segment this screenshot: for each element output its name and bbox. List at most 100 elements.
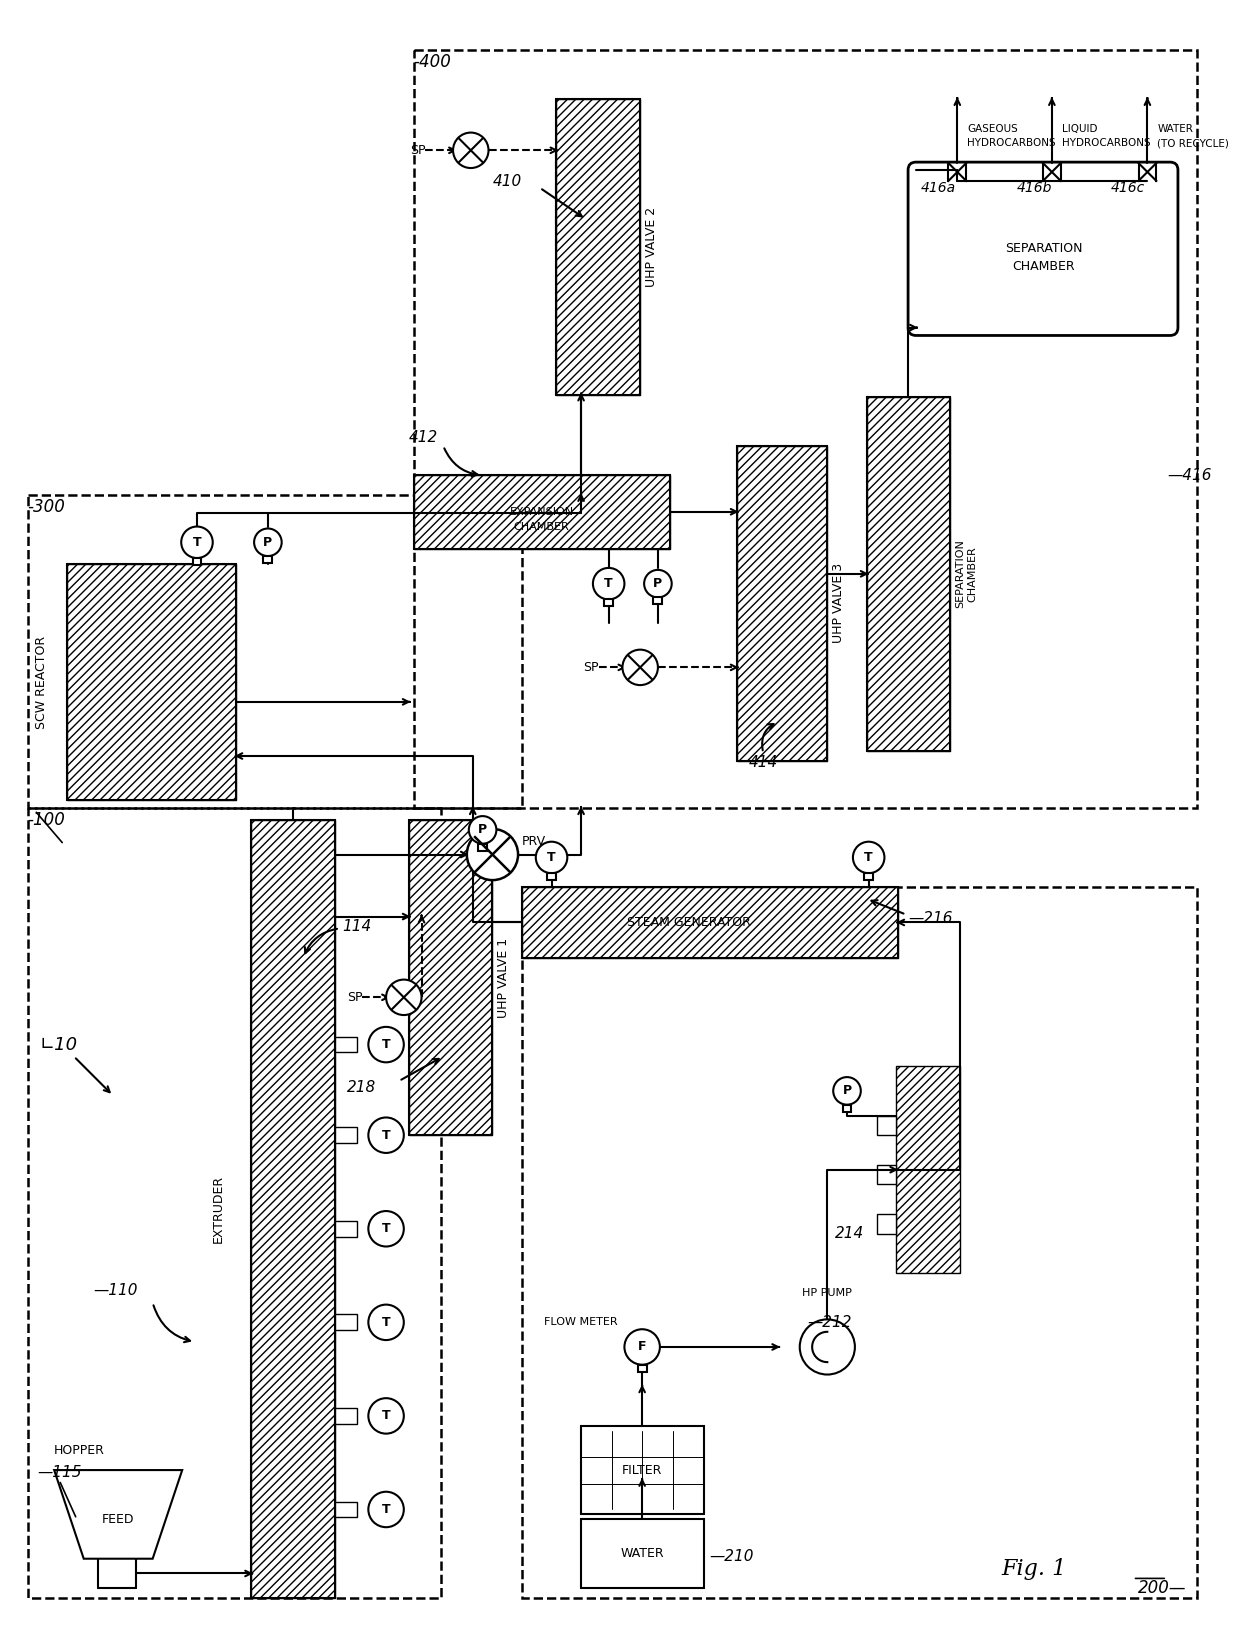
- Bar: [737, 446, 827, 762]
- Text: 416c: 416c: [1111, 181, 1146, 194]
- Bar: [864, 873, 873, 880]
- Bar: [897, 1066, 960, 1273]
- Text: T: T: [192, 536, 201, 549]
- Circle shape: [833, 1077, 861, 1105]
- Circle shape: [368, 1492, 404, 1527]
- Bar: [479, 844, 487, 850]
- Bar: [557, 99, 640, 395]
- Circle shape: [181, 526, 213, 558]
- Circle shape: [622, 650, 658, 684]
- Text: SCW REACTOR: SCW REACTOR: [35, 635, 48, 729]
- Bar: [737, 446, 827, 762]
- Bar: [557, 99, 640, 395]
- Text: FEED: FEED: [102, 1513, 134, 1527]
- Text: SEPARATION: SEPARATION: [1006, 242, 1083, 255]
- Circle shape: [466, 829, 518, 880]
- Bar: [877, 1214, 897, 1234]
- Text: CHAMBER: CHAMBER: [1013, 260, 1075, 273]
- Text: —110: —110: [93, 1283, 138, 1298]
- Bar: [522, 887, 898, 957]
- Circle shape: [368, 1304, 404, 1341]
- Bar: [335, 1127, 357, 1143]
- Text: T: T: [864, 850, 873, 864]
- Bar: [335, 1408, 357, 1425]
- Bar: [867, 396, 950, 752]
- Text: T: T: [382, 1504, 391, 1517]
- Text: P: P: [653, 577, 662, 591]
- Bar: [409, 821, 492, 1135]
- Text: GASEOUS: GASEOUS: [967, 123, 1018, 133]
- Bar: [252, 821, 335, 1597]
- Text: SP: SP: [583, 661, 599, 674]
- Text: CHAMBER: CHAMBER: [513, 521, 569, 531]
- Text: 114: 114: [342, 920, 372, 934]
- Text: —115: —115: [37, 1464, 82, 1479]
- Text: CHAMBER: CHAMBER: [967, 546, 977, 602]
- Bar: [877, 1115, 897, 1135]
- Text: P: P: [263, 536, 273, 549]
- Text: P: P: [842, 1084, 852, 1097]
- Circle shape: [453, 133, 489, 168]
- Text: -400: -400: [414, 53, 451, 71]
- Text: 416a: 416a: [921, 181, 956, 194]
- Text: FILTER: FILTER: [622, 1464, 662, 1477]
- Text: SP: SP: [347, 990, 362, 1003]
- FancyBboxPatch shape: [908, 163, 1178, 336]
- Text: FLOW METER: FLOW METER: [544, 1318, 618, 1328]
- Bar: [637, 1365, 646, 1372]
- Circle shape: [625, 1329, 660, 1365]
- Circle shape: [644, 569, 672, 597]
- Text: 410: 410: [492, 174, 522, 189]
- Bar: [653, 597, 662, 604]
- Text: T: T: [382, 1038, 391, 1051]
- Bar: [335, 1036, 357, 1053]
- Bar: [409, 821, 492, 1135]
- Bar: [67, 564, 237, 801]
- Text: —416: —416: [1167, 467, 1211, 484]
- Polygon shape: [55, 1471, 182, 1559]
- Text: WATER: WATER: [1157, 123, 1193, 133]
- Bar: [522, 887, 898, 957]
- Bar: [843, 1105, 852, 1112]
- Text: T: T: [382, 1410, 391, 1423]
- Text: SEPARATION: SEPARATION: [955, 540, 966, 609]
- Bar: [604, 599, 613, 607]
- Bar: [414, 475, 670, 549]
- Text: HOPPER: HOPPER: [55, 1444, 105, 1457]
- Text: T: T: [382, 1128, 391, 1142]
- Circle shape: [386, 979, 422, 1015]
- Circle shape: [469, 816, 496, 844]
- Text: 214: 214: [836, 1226, 864, 1242]
- Text: —212: —212: [807, 1314, 852, 1329]
- Bar: [192, 558, 201, 564]
- Text: 218: 218: [347, 1081, 376, 1096]
- Text: SP: SP: [410, 143, 425, 156]
- Text: UHP VALVE 1: UHP VALVE 1: [497, 938, 511, 1018]
- Text: P: P: [479, 824, 487, 836]
- Text: T: T: [382, 1316, 391, 1329]
- Bar: [335, 1502, 357, 1517]
- Text: 412: 412: [409, 431, 438, 446]
- Bar: [582, 1426, 704, 1515]
- Text: ∟10: ∟10: [40, 1036, 78, 1053]
- Bar: [252, 821, 335, 1597]
- Text: UHP VALVE 3: UHP VALVE 3: [832, 563, 846, 643]
- Circle shape: [593, 568, 625, 599]
- Text: LIQUID: LIQUID: [1061, 123, 1097, 133]
- Text: UHP VALVE 2: UHP VALVE 2: [645, 207, 658, 286]
- Bar: [414, 475, 670, 549]
- Circle shape: [368, 1117, 404, 1153]
- Text: HYDROCARBONS: HYDROCARBONS: [967, 138, 1055, 148]
- Text: EXTRUDER: EXTRUDER: [212, 1175, 226, 1244]
- Circle shape: [368, 1026, 404, 1063]
- Bar: [263, 556, 273, 563]
- Text: 416b: 416b: [1017, 181, 1052, 194]
- Bar: [547, 873, 556, 880]
- Text: —210: —210: [709, 1550, 754, 1564]
- Text: T: T: [547, 850, 556, 864]
- Bar: [67, 564, 237, 801]
- Circle shape: [368, 1211, 404, 1247]
- Circle shape: [536, 842, 568, 873]
- Bar: [335, 1314, 357, 1331]
- Circle shape: [254, 528, 281, 556]
